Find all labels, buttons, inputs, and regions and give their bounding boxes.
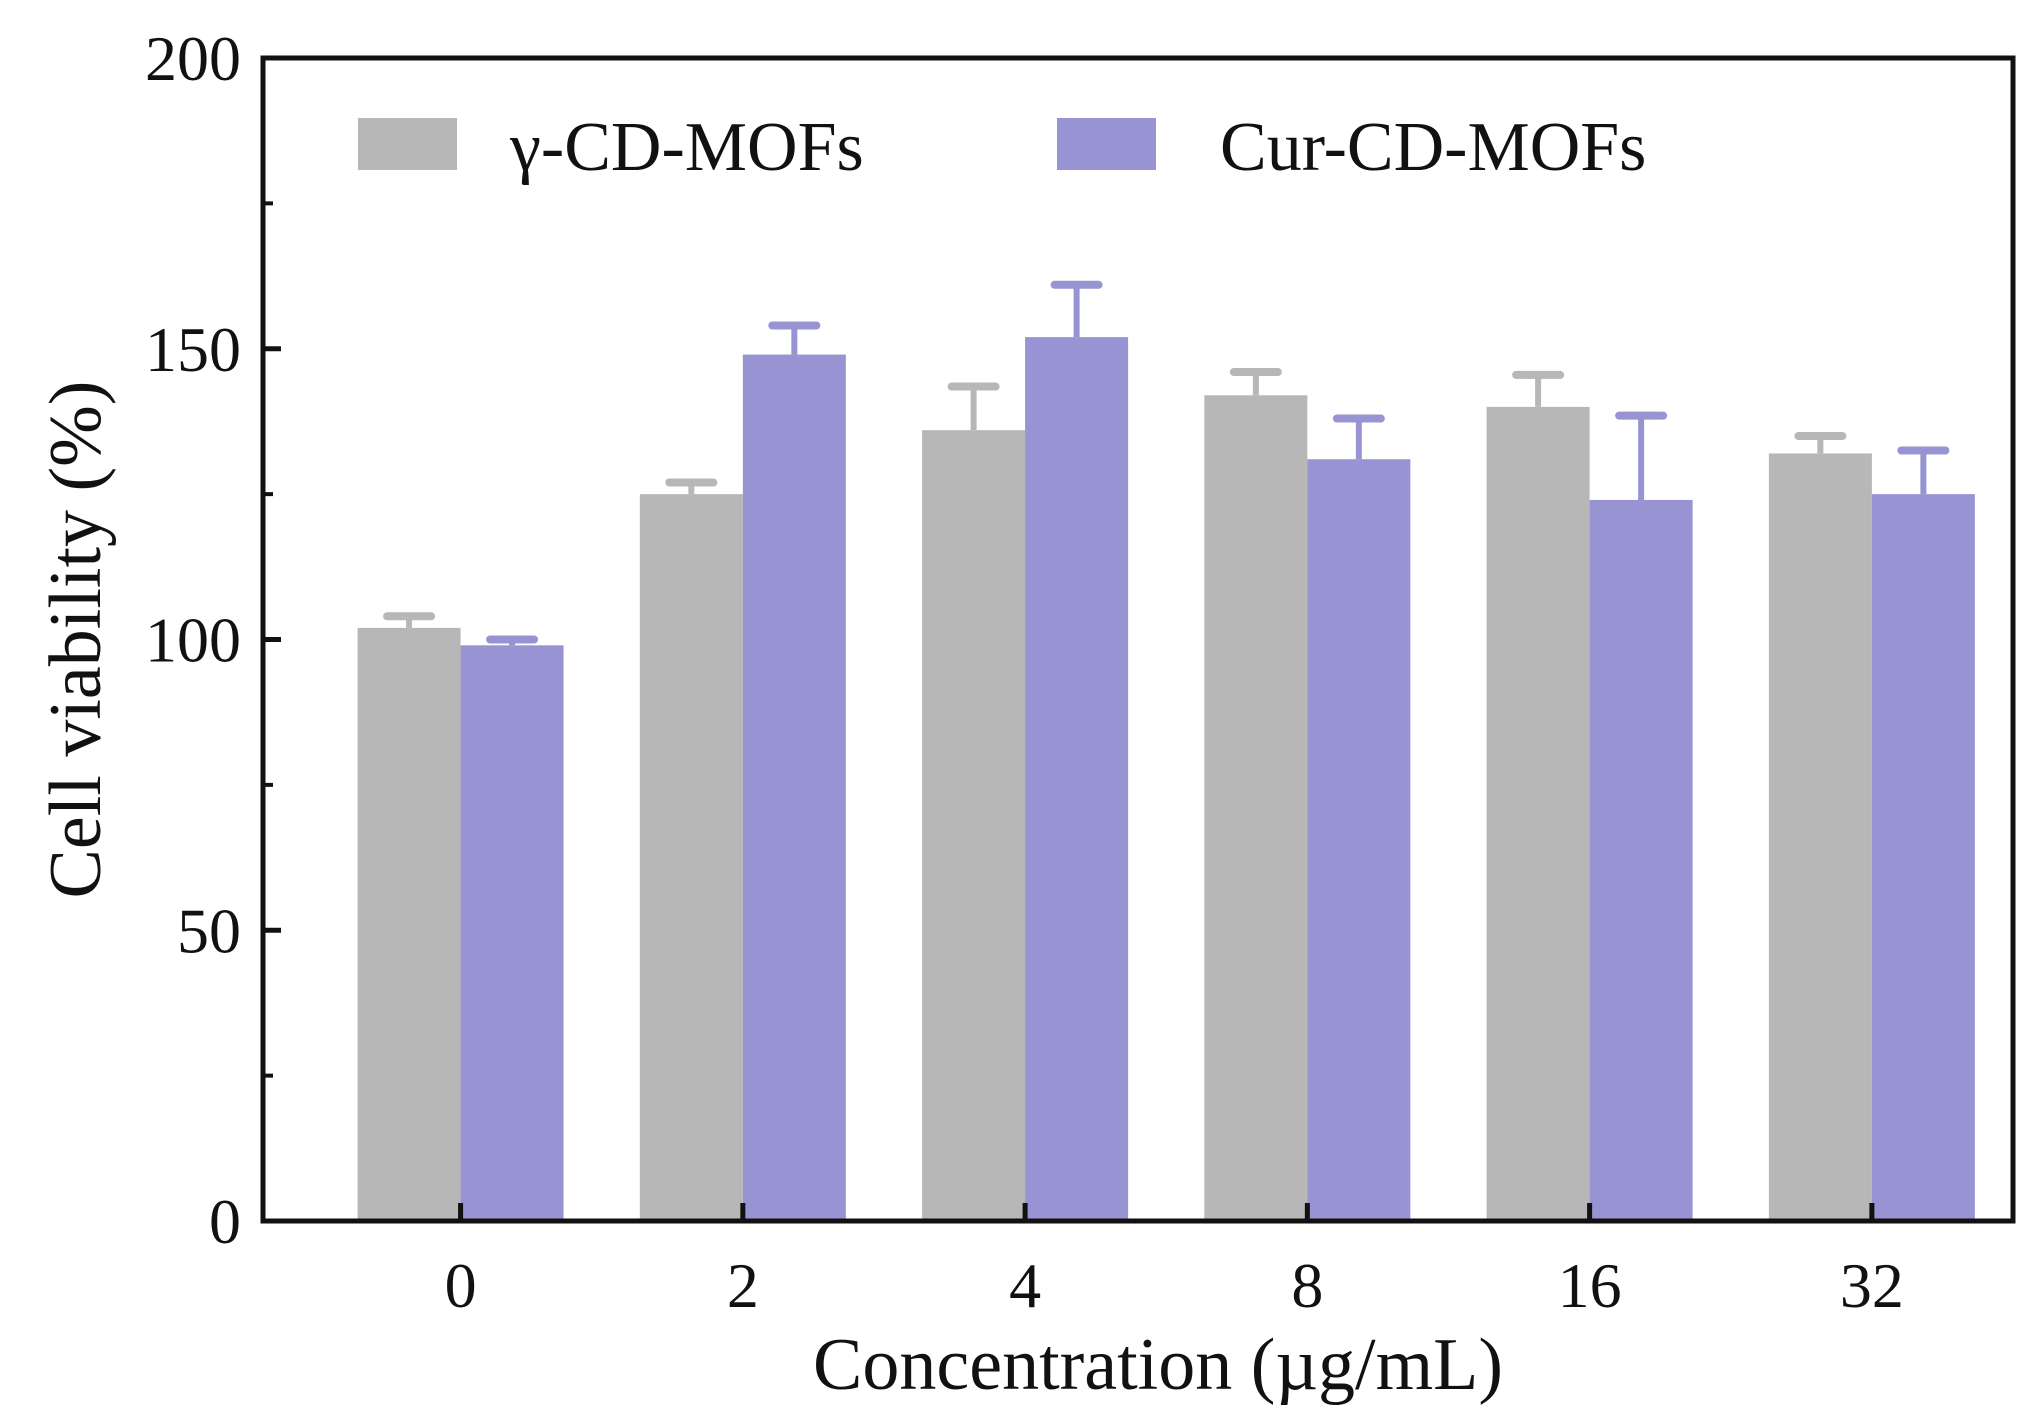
- error-bar-cur-cd-mofs-2: [768, 321, 821, 355]
- bar-gamma-cd-mofs-4: [922, 430, 1026, 1221]
- bar-cur-cd-mofs-8: [1307, 459, 1411, 1221]
- x-tick-label-32: 32: [1840, 1250, 1904, 1321]
- error-bar-gamma-cd-mofs-16: [1512, 370, 1565, 407]
- y-tick-label-100: 100: [145, 605, 241, 676]
- legend-swatch: [1057, 118, 1156, 170]
- error-bar-cur-cd-mofs-4: [1050, 280, 1103, 338]
- bar-gamma-cd-mofs-32: [1768, 453, 1872, 1221]
- x-tick-label-4: 4: [1009, 1250, 1041, 1321]
- legend-label: Cur-CD-MOFs: [1220, 109, 1646, 186]
- y-axis-title: Cell viability (%): [35, 381, 117, 899]
- x-tick-label-2: 2: [727, 1250, 759, 1321]
- bar-gamma-cd-mofs-8: [1204, 395, 1308, 1221]
- error-bar-cur-cd-mofs-32: [1897, 446, 1950, 495]
- y-tick-label-50: 50: [177, 895, 241, 966]
- bar-cur-cd-mofs-16: [1589, 499, 1693, 1221]
- bar-cur-cd-mofs-0: [460, 645, 564, 1221]
- legend-item-cur-cd-mofs: Cur-CD-MOFs: [1057, 109, 1646, 186]
- legend-label: γ-CD-MOFs: [509, 109, 864, 186]
- bar-cur-cd-mofs-4: [1025, 337, 1129, 1221]
- y-tick-label-0: 0: [209, 1186, 241, 1257]
- x-tick-label-0: 0: [445, 1250, 477, 1321]
- error-bar-gamma-cd-mofs-4: [947, 382, 1000, 431]
- bars-layer: [357, 337, 1975, 1221]
- error-bar-gamma-cd-mofs-32: [1794, 431, 1847, 454]
- bar-gamma-cd-mofs-16: [1486, 406, 1590, 1221]
- error-bar-gamma-cd-mofs-0: [383, 612, 436, 628]
- x-axis-title: Concentration (µg/mL): [813, 1324, 1503, 1406]
- bar-cur-cd-mofs-32: [1871, 494, 1975, 1221]
- x-tick-label-16: 16: [1558, 1250, 1622, 1321]
- error-bar-cur-cd-mofs-8: [1332, 414, 1385, 460]
- bar-cur-cd-mofs-2: [742, 354, 846, 1221]
- y-tick-label-200: 200: [145, 23, 241, 94]
- error-bar-gamma-cd-mofs-2: [665, 478, 718, 495]
- error-bar-cur-cd-mofs-16: [1615, 411, 1668, 500]
- error-bar-gamma-cd-mofs-8: [1229, 368, 1282, 396]
- y-tick-label-150: 150: [145, 314, 241, 385]
- errorbars-layer: [383, 280, 1950, 646]
- bar-gamma-cd-mofs-2: [639, 494, 743, 1221]
- x-tick-label-8: 8: [1291, 1250, 1323, 1321]
- legend-item-gamma-cd-mofs: γ-CD-MOFs: [358, 109, 864, 186]
- error-bar-cur-cd-mofs-0: [486, 635, 539, 646]
- y-axis: 0 50 100 150 200: [145, 23, 281, 1257]
- x-axis: 0 2 4 8 16 32: [445, 1203, 1904, 1321]
- bar-gamma-cd-mofs-0: [357, 627, 461, 1221]
- legend: γ-CD-MOFs Cur-CD-MOFs: [358, 109, 1646, 186]
- legend-swatch: [358, 118, 457, 170]
